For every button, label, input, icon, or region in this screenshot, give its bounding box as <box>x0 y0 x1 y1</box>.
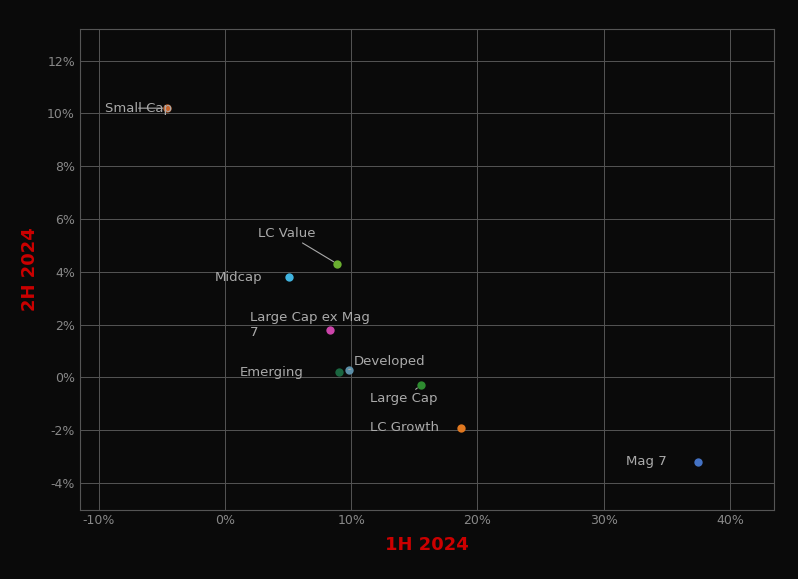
Point <box>414 381 427 390</box>
Text: Developed: Developed <box>349 355 425 369</box>
Text: LC Growth: LC Growth <box>370 421 439 434</box>
Point <box>283 273 296 282</box>
Text: Large Cap ex Mag
7: Large Cap ex Mag 7 <box>251 311 370 339</box>
Point <box>331 259 344 269</box>
X-axis label: 1H 2024: 1H 2024 <box>385 536 468 554</box>
Point <box>342 365 355 374</box>
Text: Midcap: Midcap <box>215 270 263 284</box>
Point <box>455 423 468 433</box>
Point <box>332 368 345 377</box>
Text: Small Cap: Small Cap <box>105 102 172 115</box>
Text: Mag 7: Mag 7 <box>626 456 667 468</box>
Y-axis label: 2H 2024: 2H 2024 <box>21 228 39 311</box>
Point <box>323 325 336 335</box>
Text: Emerging: Emerging <box>239 366 303 379</box>
Text: Large Cap: Large Cap <box>370 388 437 405</box>
Text: LC Value: LC Value <box>259 227 334 262</box>
Point <box>692 457 705 467</box>
Point <box>160 104 173 113</box>
